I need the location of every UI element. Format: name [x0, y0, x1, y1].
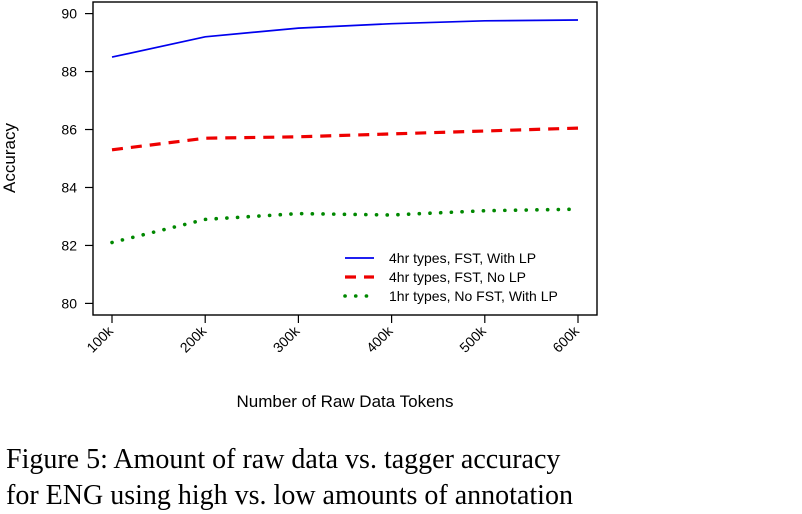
y-axis-ticks — [85, 12, 93, 305]
series-lines — [110, 19, 580, 245]
y-tick-label: 86 — [61, 122, 77, 138]
line-chart: 80 82 84 86 88 90 100k 200k 300k 400k 500k 600k 4h… — [0, 1, 598, 411]
x-tick-label: 100k — [83, 322, 116, 355]
x-tick-label: 200k — [177, 322, 210, 355]
x-tick-label: 600k — [549, 322, 582, 355]
series-line-3 — [110, 207, 580, 245]
plot-frame — [92, 1, 598, 316]
x-tick-label: 300k — [270, 322, 303, 355]
caption-line-1: Figure 5: Amount of raw data vs. tagger … — [6, 444, 561, 475]
x-tick-label: 400k — [363, 322, 396, 355]
y-axis-tick-labels: 80 82 84 86 88 90 — [61, 6, 77, 312]
y-tick-label: 80 — [61, 295, 77, 311]
legend: 4hr types, FST, With LP 4hr types, FST, N… — [343, 250, 558, 304]
legend-label-2: 4hr types, FST, No LP — [389, 269, 526, 285]
legend-label-1: 4hr types, FST, With LP — [389, 250, 536, 266]
y-tick-label: 84 — [61, 179, 77, 195]
y-tick-label: 82 — [61, 237, 77, 253]
x-axis-ticks — [111, 315, 579, 323]
x-tick-label: 500k — [456, 322, 489, 355]
series-line-1 — [111, 19, 579, 58]
y-axis-label: Accuracy — [0, 123, 19, 193]
y-tick-label: 88 — [61, 64, 77, 80]
y-tick-label: 90 — [61, 6, 77, 22]
figure-caption: Figure 5: Amount of raw data vs. tagger … — [6, 442, 802, 514]
x-axis-tick-labels: 100k 200k 300k 400k 500k 600k — [83, 322, 582, 355]
x-axis-label: Number of Raw Data Tokens — [236, 392, 453, 411]
legend-label-3: 1hr types, No FST, With LP — [389, 288, 558, 304]
series-line-2 — [111, 126, 579, 152]
caption-line-2: for ENG using high vs. low amounts of an… — [6, 480, 573, 511]
